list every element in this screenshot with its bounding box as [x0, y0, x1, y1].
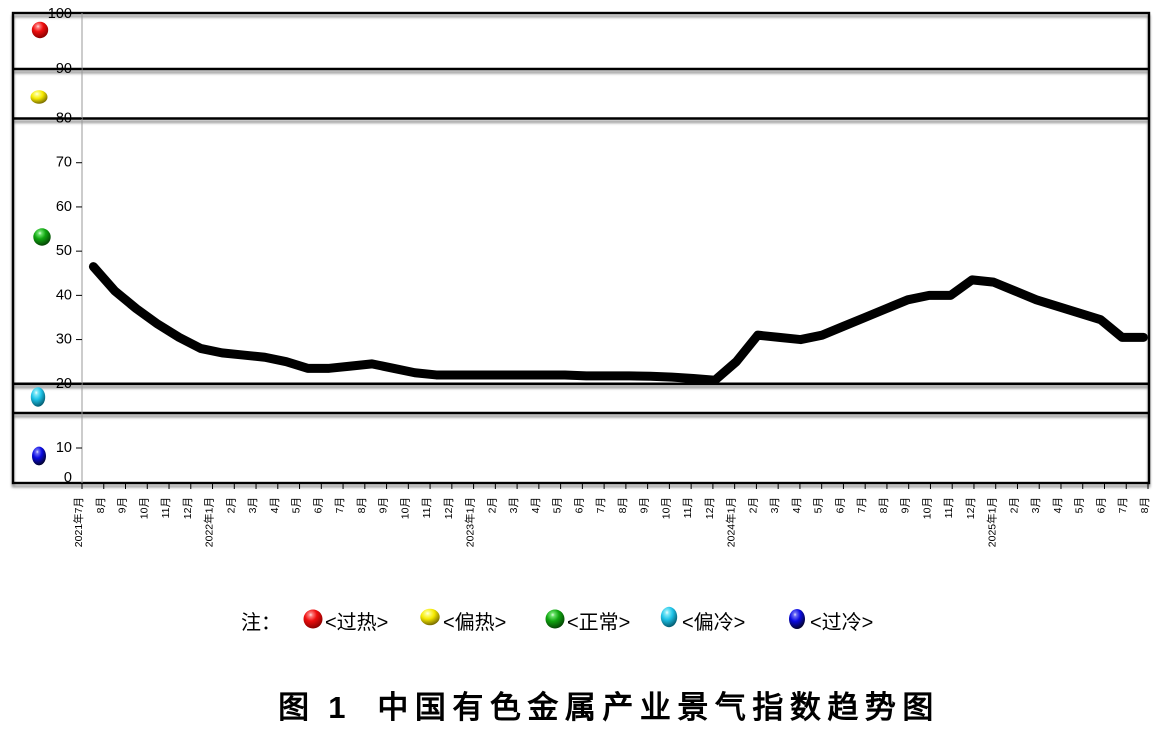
svg-text:<偏热>: <偏热> — [443, 611, 506, 634]
svg-text:9月: 9月 — [900, 497, 912, 513]
svg-text:<过热>: <过热> — [325, 611, 388, 634]
svg-text:2023年1月: 2023年1月 — [464, 497, 477, 547]
svg-text:10月: 10月 — [921, 497, 933, 519]
svg-text:8月: 8月 — [1139, 497, 1151, 513]
svg-text:8月: 8月 — [356, 497, 368, 513]
svg-text:3月: 3月 — [508, 497, 520, 513]
svg-text:9月: 9月 — [639, 497, 651, 513]
svg-text:30: 30 — [56, 332, 72, 348]
svg-text:12月: 12月 — [965, 497, 977, 519]
svg-text:6月: 6月 — [573, 497, 585, 513]
svg-text:11月: 11月 — [160, 497, 172, 518]
svg-text:5月: 5月 — [1074, 497, 1086, 513]
svg-text:7月: 7月 — [1117, 497, 1129, 513]
svg-text:90: 90 — [56, 61, 72, 77]
svg-text:注：: 注： — [241, 611, 281, 634]
svg-text:6月: 6月 — [312, 497, 324, 513]
svg-text:11月: 11月 — [682, 497, 694, 518]
svg-text:6月: 6月 — [1095, 497, 1107, 513]
svg-text:8月: 8月 — [878, 497, 890, 513]
svg-text:2022年1月: 2022年1月 — [203, 497, 216, 547]
svg-text:8月: 8月 — [617, 497, 629, 513]
svg-text:3月: 3月 — [1030, 497, 1042, 513]
svg-text:7月: 7月 — [595, 497, 607, 513]
svg-text:70: 70 — [56, 155, 72, 171]
svg-text:4月: 4月 — [791, 497, 803, 513]
svg-text:9月: 9月 — [378, 497, 390, 513]
svg-text:10月: 10月 — [138, 497, 150, 519]
svg-text:3月: 3月 — [247, 497, 259, 513]
svg-text:4月: 4月 — [269, 497, 281, 513]
svg-text:3月: 3月 — [769, 497, 781, 513]
svg-text:80: 80 — [56, 111, 72, 127]
svg-text:4月: 4月 — [530, 497, 542, 513]
svg-text:7月: 7月 — [334, 497, 346, 513]
svg-text:图 1 中国有色金属产业景气指数趋势图: 图 1 中国有色金属产业景气指数趋势图 — [278, 690, 940, 725]
svg-text:50: 50 — [56, 243, 72, 259]
svg-text:12月: 12月 — [182, 497, 194, 519]
svg-text:5月: 5月 — [552, 497, 564, 513]
svg-text:60: 60 — [56, 199, 72, 215]
svg-text:8月: 8月 — [95, 497, 107, 513]
svg-text:11月: 11月 — [421, 497, 433, 518]
svg-text:5月: 5月 — [291, 497, 303, 513]
svg-text:2月: 2月 — [225, 497, 237, 513]
svg-text:2月: 2月 — [1008, 497, 1020, 513]
svg-text:2月: 2月 — [747, 497, 759, 513]
svg-text:10月: 10月 — [399, 497, 411, 519]
svg-text:2021年7月: 2021年7月 — [72, 497, 85, 547]
svg-text:<偏冷>: <偏冷> — [682, 611, 745, 634]
svg-text:5月: 5月 — [813, 497, 825, 513]
svg-text:2024年1月: 2024年1月 — [725, 497, 738, 547]
svg-text:10月: 10月 — [660, 497, 672, 519]
svg-text:12月: 12月 — [704, 497, 716, 519]
svg-text:20: 20 — [56, 376, 72, 392]
svg-text:0: 0 — [64, 470, 72, 486]
svg-text:10: 10 — [56, 440, 72, 456]
svg-text:100: 100 — [48, 6, 72, 22]
svg-text:7月: 7月 — [856, 497, 868, 513]
svg-text:<过冷>: <过冷> — [810, 611, 873, 634]
svg-text:12月: 12月 — [443, 497, 455, 519]
svg-text:2月: 2月 — [486, 497, 498, 513]
svg-text:9月: 9月 — [117, 497, 129, 513]
svg-text:40: 40 — [56, 287, 72, 303]
svg-text:11月: 11月 — [943, 497, 955, 518]
svg-text:6月: 6月 — [834, 497, 846, 513]
svg-text:2025年1月: 2025年1月 — [986, 497, 999, 547]
svg-text:<正常>: <正常> — [567, 611, 630, 634]
svg-text:4月: 4月 — [1052, 497, 1064, 513]
